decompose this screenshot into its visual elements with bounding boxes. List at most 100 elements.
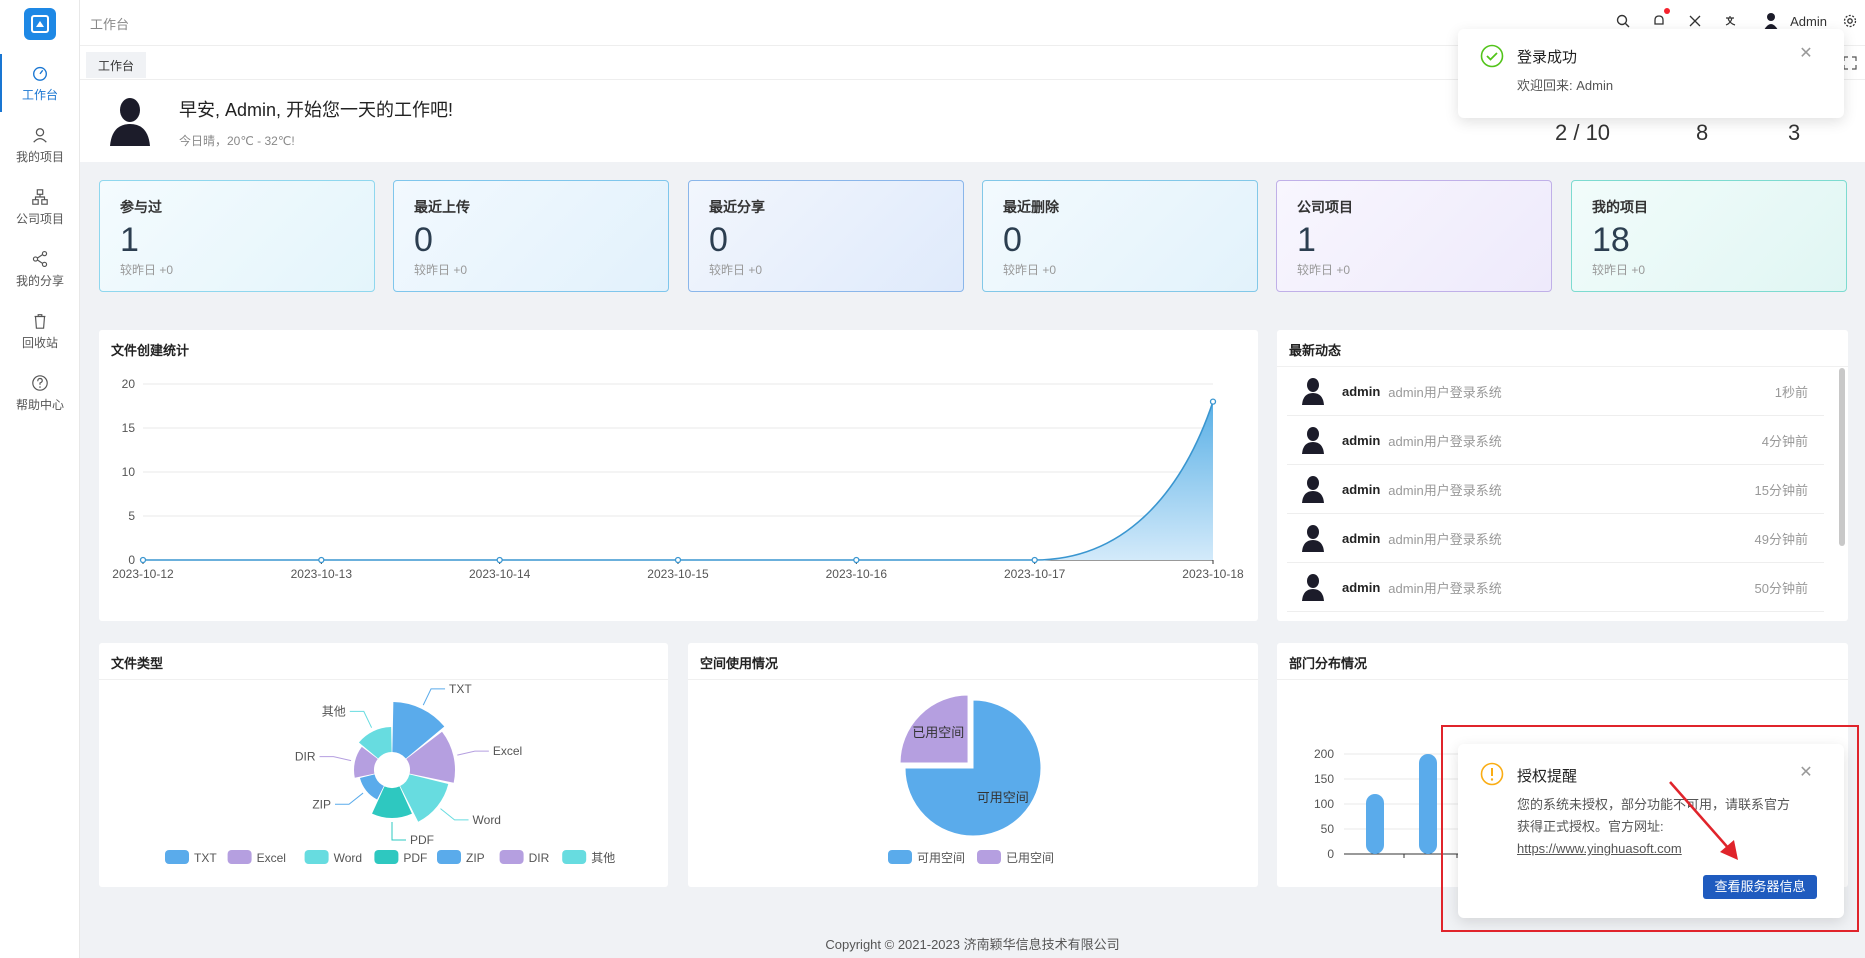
login-success-notification: 登录成功 欢迎回来: Admin ✕ [1458, 29, 1844, 118]
greeting-text: 早安, Admin, 开始您一天的工作吧! [179, 100, 454, 120]
tab-dashboard[interactable]: 工作台 [86, 50, 147, 78]
sidebar-item-my-projects[interactable]: 我的项目 [0, 114, 80, 176]
legend-swatch [977, 850, 1001, 864]
app-logo[interactable] [24, 8, 56, 40]
sidebar-item-dashboard[interactable]: 工作台 [0, 52, 80, 114]
card-value: 18 [1592, 221, 1630, 259]
activity-panel: 最新动态 [1277, 330, 1848, 621]
data-point [318, 556, 325, 564]
activity-row[interactable]: admin admin用户登录系统 50分钟前 [1287, 563, 1824, 612]
stat-card-company-projects[interactable]: 公司项目 1 较昨日 +0 [1276, 180, 1552, 292]
stat-card-recent-upload[interactable]: 最近上传 0 较昨日 +0 [393, 180, 669, 292]
data-point [1209, 398, 1217, 405]
legend-swatch [165, 850, 189, 864]
stat-card-recent-delete[interactable]: 最近删除 0 较昨日 +0 [982, 180, 1258, 292]
panel-title: 空间使用情况 [700, 656, 779, 671]
activity-row[interactable]: admin admin用户登录系统 1秒前 [1287, 367, 1824, 416]
panel-title: 部门分布情况 [1289, 656, 1368, 671]
legend-label: PDF [403, 851, 427, 865]
label-leader [440, 808, 469, 821]
data-point [853, 556, 860, 564]
sidebar-item-help-center[interactable]: 帮助中心 [0, 362, 80, 424]
view-server-info-button[interactable]: 查看服务器信息 [1703, 875, 1817, 899]
label-leader [457, 750, 489, 756]
card-sub: 较昨日 +0 [1592, 263, 1646, 277]
legend-label: 其他 [591, 851, 615, 865]
x-tick-label: 2023-10-18 [1182, 567, 1244, 581]
x-tick-label: 2023-10-12 [112, 567, 174, 581]
rose-slice [354, 746, 378, 778]
file-stats-chart: 0 5 10 15 20 2023-10-12 2023-10-13 2023-10-14 20… [112, 377, 1244, 581]
card-title: 我的项目 [1592, 199, 1648, 215]
legend-swatch [499, 850, 524, 864]
user-name[interactable]: Admin [1790, 13, 1827, 29]
sidebar-item-company-projects[interactable]: 公司项目 [0, 176, 80, 238]
expand-icon[interactable] [1843, 56, 1857, 73]
activity-row[interactable]: admin admin用户登录系统 15分钟前 [1287, 465, 1824, 514]
bell-icon[interactable] [1650, 8, 1671, 30]
activity-user: admin [1342, 481, 1381, 497]
avatar [1302, 378, 1324, 405]
stat-card-participated[interactable]: 参与过 1 较昨日 +0 [99, 180, 375, 292]
sidebar-item-recycle-bin[interactable]: 回收站 [0, 300, 80, 362]
page-title: 工作台 [90, 17, 130, 32]
search-icon[interactable] [1614, 12, 1632, 30]
close-icon[interactable]: ✕ [1799, 45, 1813, 62]
activity-message: admin用户登录系统 [1388, 433, 1502, 449]
slice-label: TXT [449, 682, 472, 696]
slice-label: 已用空间 [912, 725, 964, 740]
trash-icon [34, 313, 46, 329]
stat-card-my-projects[interactable]: 我的项目 18 较昨日 +0 [1571, 180, 1847, 292]
legend-label: Excel [257, 851, 286, 865]
slice-label: PDF [410, 833, 434, 847]
avatar [1302, 574, 1324, 601]
avatar[interactable] [1762, 12, 1780, 30]
legend-swatch [562, 850, 587, 864]
card-title: 最近分享 [709, 199, 765, 215]
activity-message: admin用户登录系统 [1388, 580, 1502, 596]
activity-user: admin [1342, 579, 1381, 595]
gear-icon[interactable] [1841, 12, 1859, 30]
bar [1366, 794, 1384, 854]
close-icon[interactable]: ✕ [1799, 764, 1813, 781]
activity-time: 49分钟前 [1754, 531, 1808, 547]
data-point [139, 556, 147, 564]
card-value: 0 [709, 221, 728, 259]
activity-row[interactable]: admin admin用户登录系统 49分钟前 [1287, 514, 1824, 563]
divider [1277, 679, 1848, 680]
y-tick-label: 20 [122, 377, 136, 391]
space-usage-panel: 空间使用情况 可用空间 已用空间 可用空间 已用空间 [688, 643, 1258, 887]
activity-scrollbar[interactable] [1839, 368, 1845, 546]
notification-title: 授权提醒 [1517, 768, 1578, 785]
notification-body-line2: 获得正式授权。官方网址: [1517, 819, 1664, 834]
stat-card-recent-share[interactable]: 最近分享 0 较昨日 +0 [688, 180, 964, 292]
label-leader [391, 822, 406, 841]
header-toolbar: Admin [1596, 8, 1865, 30]
slice-label: 其他 [322, 704, 346, 718]
fullscreen-icon[interactable] [1686, 12, 1704, 30]
y-tick-label: 100 [1314, 797, 1334, 811]
label-leader [349, 710, 373, 728]
x-tick-label: 2023-10-16 [826, 567, 888, 581]
sidebar-item-my-shares[interactable]: 我的分享 [0, 238, 80, 300]
y-tick-label: 50 [1321, 822, 1335, 836]
warning-icon [1480, 762, 1504, 786]
label-leader [334, 792, 364, 805]
legend-swatch [304, 850, 329, 864]
y-tick-label: 5 [128, 509, 135, 523]
panel-title: 文件类型 [111, 656, 164, 671]
legend-label: 可用空间 [917, 851, 965, 865]
help-icon [32, 374, 48, 391]
label-leader [422, 688, 446, 706]
card-title: 最近删除 [1003, 199, 1059, 215]
series-line [143, 401, 1214, 561]
legend-swatch [227, 850, 252, 864]
official-site-link[interactable]: https://www.yinghuasoft.com [1517, 841, 1682, 856]
language-icon[interactable] [1722, 12, 1740, 30]
slice-label: ZIP [312, 797, 331, 811]
data-point [674, 556, 682, 564]
data-point [496, 556, 503, 564]
activity-row[interactable]: admin admin用户登录系统 4分钟前 [1287, 416, 1824, 465]
legend-swatch [888, 850, 912, 864]
sidebar-item-label: 我的分享 [15, 273, 64, 288]
